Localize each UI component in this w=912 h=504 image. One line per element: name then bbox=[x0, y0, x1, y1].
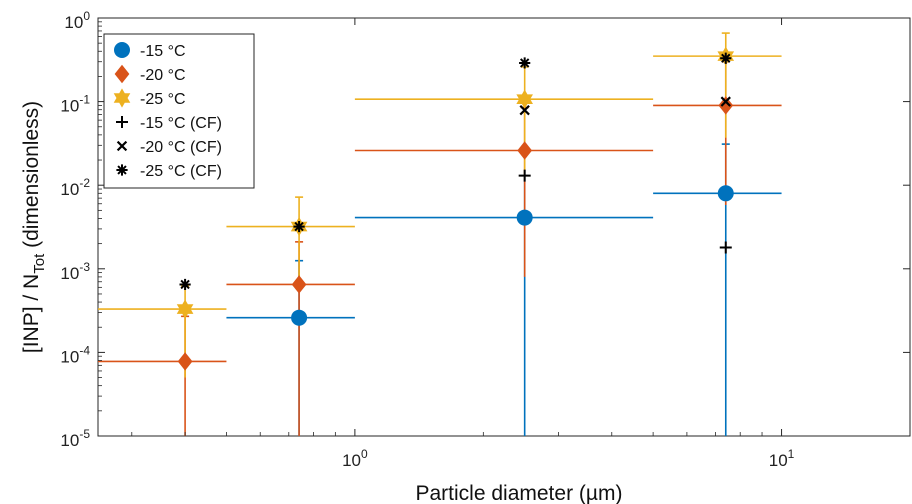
y-tick-label-1: 10-1 bbox=[60, 93, 90, 116]
legend-label-0: -15 °C bbox=[140, 43, 186, 60]
data-point-s1-p3 bbox=[718, 96, 734, 115]
legend-marker-3 bbox=[116, 116, 128, 128]
data-point-s4-p0 bbox=[519, 104, 530, 116]
legend-marker-0 bbox=[114, 42, 130, 58]
legend-label-5: -25 °C (CF) bbox=[140, 163, 222, 180]
markers-layer bbox=[176, 46, 735, 371]
data-point-s0-p2 bbox=[717, 185, 734, 202]
y-tick-label-3: 10-3 bbox=[60, 260, 90, 283]
data-point-s3-p0 bbox=[518, 169, 531, 182]
x-tick-label-0: 100 bbox=[342, 447, 368, 470]
data-point-s2-p2 bbox=[516, 89, 533, 109]
x-tick-label-1: 101 bbox=[769, 447, 795, 470]
legend-marker-5 bbox=[116, 164, 128, 176]
data-point-s0-p1 bbox=[516, 209, 533, 226]
legend-label-1: -20 °C bbox=[140, 67, 186, 84]
data-point-s4-p1 bbox=[720, 96, 731, 107]
error-bars-layer bbox=[98, 32, 782, 436]
data-point-s1-p2 bbox=[517, 141, 533, 160]
x-axis-label: Particle diameter (µm) bbox=[416, 482, 623, 504]
data-point-s1-p0 bbox=[177, 352, 193, 371]
axes-layer: 100 10-1 10-2 10-3 10-4 10-5 100 101 bbox=[60, 9, 911, 470]
legend-label-2: -25 °C bbox=[140, 91, 186, 108]
data-point-s1-p1 bbox=[291, 275, 307, 294]
data-point-s2-p0 bbox=[176, 299, 194, 319]
data-point-s5-p1 bbox=[293, 220, 305, 233]
y-axis-label: [INP] / NTot (dimensionless) bbox=[20, 101, 48, 353]
y-tick-label-2: 10-2 bbox=[60, 176, 90, 199]
y-tick-label-5: 10-5 bbox=[60, 427, 90, 450]
legend-box bbox=[103, 33, 255, 189]
legend-marker-4 bbox=[116, 140, 128, 152]
data-point-s5-p0 bbox=[179, 278, 191, 291]
y-tick-label-4: 10-4 bbox=[60, 343, 90, 366]
data-point-s0-p0 bbox=[291, 309, 308, 326]
legend: -15 °C -20 °C -25 °C -15 °C (CF) -20 °C (CF)… bbox=[103, 33, 255, 189]
plot-area-frame bbox=[97, 17, 911, 437]
legend-marker-2 bbox=[113, 88, 131, 108]
legend-label-4: -20 °C (CF) bbox=[140, 139, 222, 156]
legend-label-3: -15 °C (CF) bbox=[140, 115, 222, 132]
legend-marker-1 bbox=[114, 64, 130, 84]
data-point-s5-p2 bbox=[519, 57, 531, 69]
y-tick-label-0: 100 bbox=[64, 9, 90, 32]
data-point-s5-p3 bbox=[720, 52, 732, 64]
data-point-s3-p1 bbox=[719, 241, 732, 254]
